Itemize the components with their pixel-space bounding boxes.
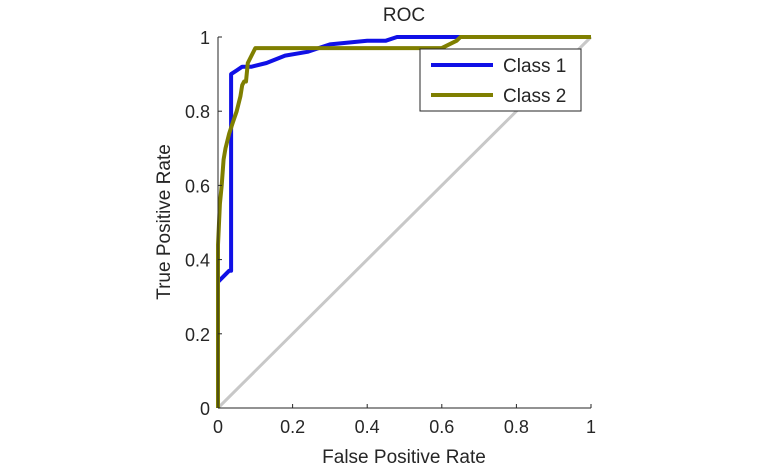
legend-label-class-1: Class 1 xyxy=(503,56,566,77)
y-tick-label: 0.8 xyxy=(185,102,210,122)
legend: Class 1 Class 2 xyxy=(419,48,582,112)
x-axis-label: False Positive Rate xyxy=(322,447,486,468)
y-tick-label: 1 xyxy=(200,28,210,48)
x-tick-label: 0.2 xyxy=(280,417,305,437)
legend-box xyxy=(419,48,582,112)
y-tick-label: 0.2 xyxy=(185,325,210,345)
x-tick-label: 1 xyxy=(586,417,596,437)
x-tick-label: 0.8 xyxy=(504,417,529,437)
x-tick-label: 0 xyxy=(213,417,223,437)
y-tick-label: 0.4 xyxy=(185,251,210,271)
chart-title: ROC xyxy=(383,5,425,26)
series-line-class-1 xyxy=(216,35,591,284)
series-line-class-2 xyxy=(216,35,591,408)
y-tick-label: 0.6 xyxy=(185,176,210,196)
x-tick-label: 0.6 xyxy=(429,417,454,437)
x-tick-label: 0.4 xyxy=(355,417,380,437)
y-tick-label: 0 xyxy=(200,399,210,419)
legend-label-class-2: Class 2 xyxy=(503,86,566,107)
axis-ticks: 0 0.2 0.4 0.6 0.8 1 0 0.2 0.4 0.6 0.8 1 xyxy=(185,28,596,437)
y-axis-label: True Positive Rate xyxy=(154,144,175,300)
